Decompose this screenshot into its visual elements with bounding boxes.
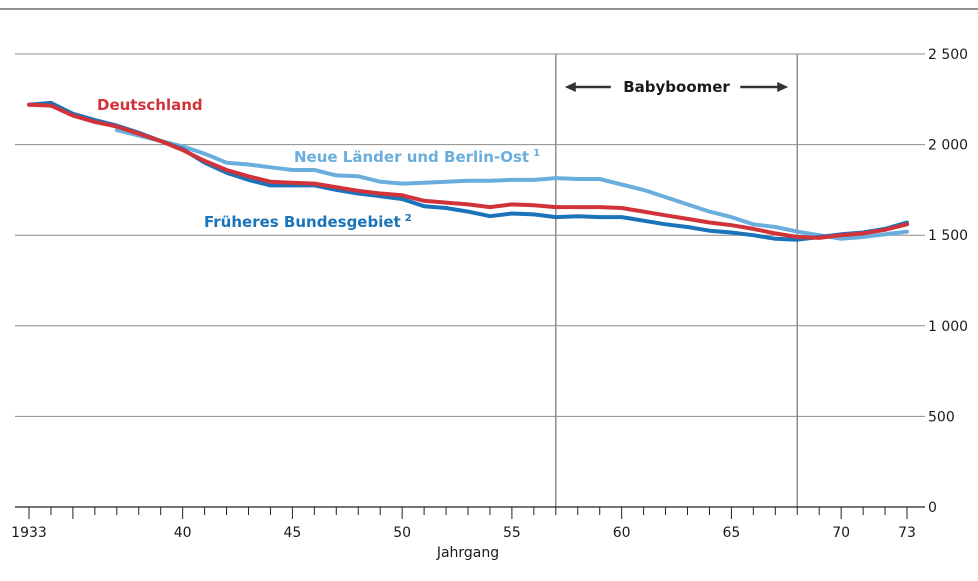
x-tick-label: 70 (832, 525, 850, 541)
y-axis-tick-labels: 0 500 1 000 1 500 2 000 2 500 (928, 47, 968, 516)
y-tick-label: 0 (928, 500, 937, 516)
y-tick-label: 2 000 (928, 138, 968, 154)
x-tick-label: 60 (613, 525, 631, 541)
y-tick-label: 1 500 (928, 228, 968, 244)
x-tick-label: 45 (283, 525, 301, 541)
y-tick-label: 2 500 (928, 47, 968, 63)
x-axis-tick-labels: 1933 40 45 50 55 60 65 70 73 (11, 525, 916, 541)
babyboomer-lines (555, 54, 798, 507)
babyboomer-arrowhead-left (564, 82, 576, 92)
series-label-neue-laender: Neue Länder und Berlin-Ost 1 (294, 148, 540, 166)
series-label-deutschland: Deutschland (97, 96, 203, 114)
x-axis (15, 506, 925, 519)
footnote-2: 2 (405, 213, 412, 224)
x-tick-label: 1933 (11, 525, 47, 541)
y-tick-label: 500 (928, 409, 955, 425)
x-tick-label: 65 (722, 525, 740, 541)
babyboomer-arrowhead-right (777, 82, 789, 92)
series-name-deutschland: Deutschland (97, 96, 203, 114)
x-tick-label: 55 (503, 525, 521, 541)
series-lines (27, 100, 909, 242)
series-line-deutschland (27, 102, 909, 240)
footnote-1: 1 (533, 148, 540, 159)
series-name-neue-laender: Neue Länder und Berlin-Ost (294, 148, 529, 166)
babyboomer-annotation: Babyboomer (564, 78, 789, 96)
x-tick-label: 40 (174, 525, 192, 541)
series-name-frueheres-bundesgebiet: Früheres Bundesgebiet (204, 213, 401, 231)
babyboomer-label: Babyboomer (623, 78, 730, 96)
series-label-frueheres-bundesgebiet: Früheres Bundesgebiet 2 (204, 213, 412, 231)
series-line-neue-laender (114, 128, 909, 241)
x-tick-label: 50 (393, 525, 411, 541)
x-tick-label: 73 (898, 525, 916, 541)
x-axis-title: Jahrgang (436, 545, 499, 561)
series-line-frueheres-bundesgebiet (27, 100, 909, 242)
y-tick-label: 1 000 (928, 319, 968, 335)
